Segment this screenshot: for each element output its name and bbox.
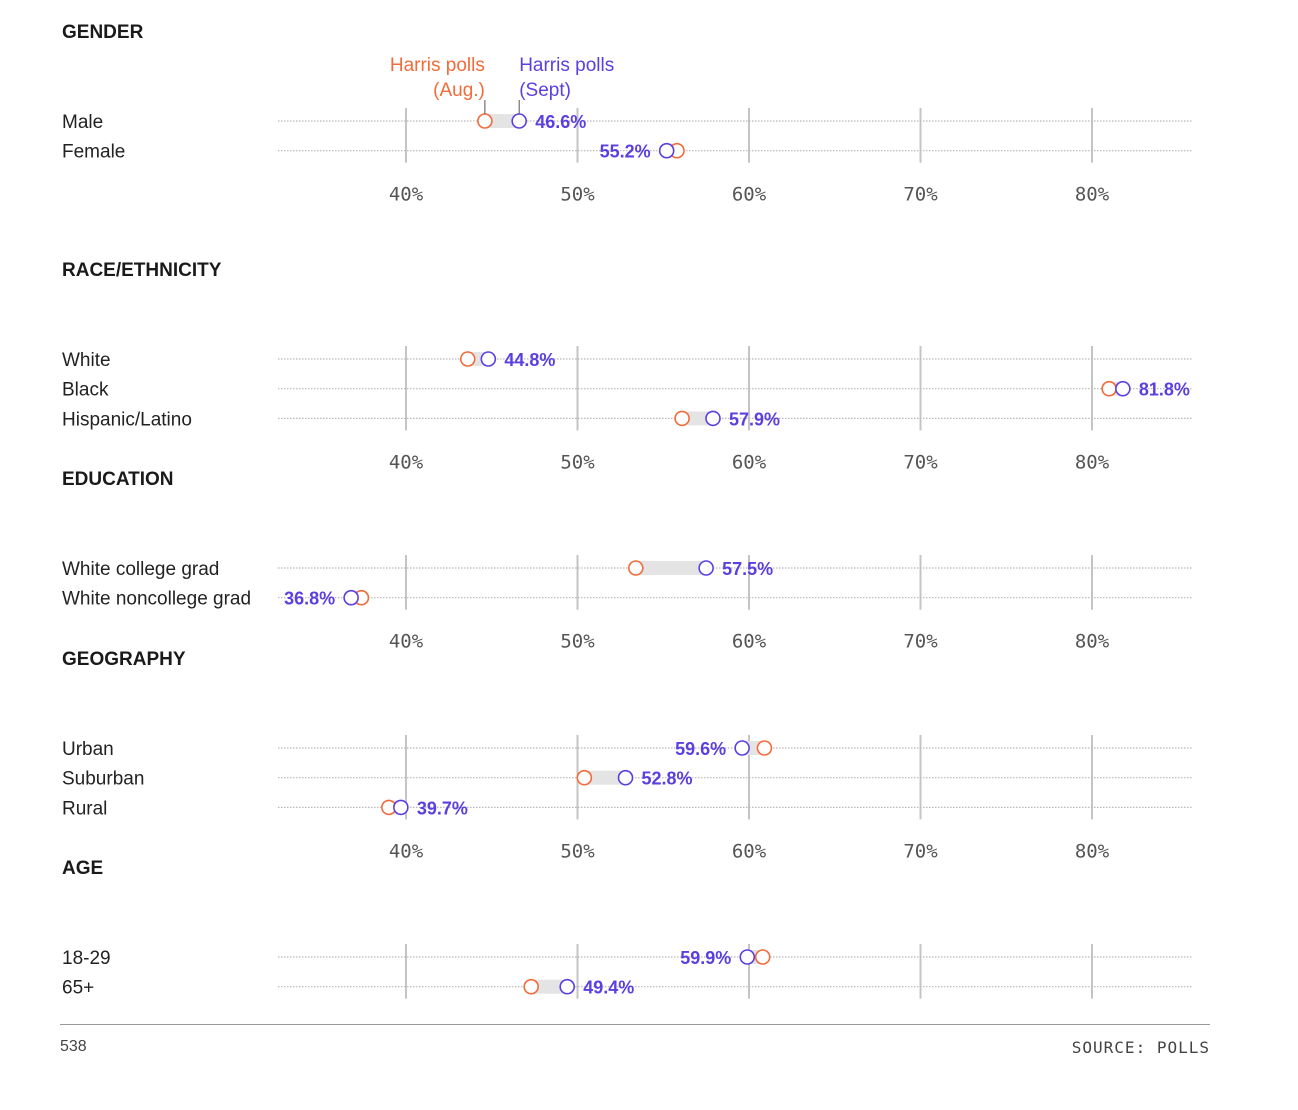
tick-label: 80% — [1075, 840, 1110, 862]
sept-dot — [705, 410, 721, 427]
change-band — [484, 114, 520, 128]
sept-dot — [480, 351, 497, 367]
row-label: Male — [62, 112, 103, 133]
legend-sept-line2: (Sept) — [519, 80, 571, 101]
section-title: EDUCATION — [62, 469, 174, 490]
value-label: 81.8% — [1139, 380, 1190, 400]
legend-sept-line1: Harris polls — [519, 55, 614, 76]
change-band — [531, 979, 568, 994]
sept-dot — [1115, 380, 1131, 397]
tick-label: 50% — [560, 631, 595, 653]
tick-label: 60% — [732, 631, 767, 653]
tick-label: 80% — [1075, 184, 1110, 206]
row-label: Black — [62, 380, 109, 401]
aug-dot — [754, 949, 771, 965]
legend-aug-line1: Harris polls — [390, 55, 485, 76]
aug-dot — [459, 351, 476, 367]
tick-label: 40% — [389, 184, 424, 206]
value-label: 49.4% — [583, 978, 634, 998]
value-label: 44.8% — [504, 350, 555, 370]
sept-dot — [393, 799, 409, 816]
tick-label: 80% — [1075, 631, 1110, 653]
value-label: 52.8% — [642, 769, 693, 789]
tick-label: 60% — [732, 451, 767, 473]
tick-label: 40% — [389, 840, 424, 862]
tick-label: 50% — [560, 184, 595, 206]
row-label: White noncollege grad — [62, 589, 251, 610]
section-title: GEOGRAPHY — [62, 649, 186, 670]
change-band — [682, 411, 713, 426]
legend-aug-line2: (Aug.) — [433, 80, 485, 101]
aug-dot — [628, 560, 644, 576]
sept-dot — [617, 769, 634, 786]
sept-dot — [698, 560, 714, 576]
footer-divider — [60, 1024, 1210, 1025]
row-label: 18-29 — [62, 948, 111, 969]
section-title: RACE/ETHNICITY — [62, 260, 222, 281]
aug-dot — [576, 769, 593, 786]
tick-label: 50% — [560, 840, 595, 862]
footer-brand: 538 — [60, 1038, 87, 1055]
tick-label: 70% — [903, 451, 938, 473]
row-label: Female — [62, 142, 125, 163]
sept-dot — [734, 740, 750, 756]
tick-label: 60% — [732, 840, 767, 862]
value-label: 46.6% — [535, 112, 586, 132]
row-label: Hispanic/Latino — [62, 409, 192, 430]
footer-source: SOURCE: POLLS — [1071, 1038, 1210, 1057]
row-label: White — [62, 350, 111, 371]
row-label: Rural — [62, 798, 107, 819]
aug-dot — [523, 978, 539, 995]
value-label: 36.8% — [284, 589, 335, 609]
row-label: White college grad — [62, 559, 219, 580]
sept-dot — [343, 589, 359, 606]
section-title: GENDER — [62, 22, 144, 43]
tick-label: 50% — [560, 451, 595, 473]
row-label: 65+ — [62, 978, 94, 999]
tick-label: 40% — [389, 631, 424, 653]
value-label: 39.7% — [417, 798, 468, 818]
value-label: 55.2% — [600, 142, 651, 162]
sept-dot — [511, 113, 527, 129]
tick-label: 70% — [903, 184, 938, 206]
value-label: 59.6% — [675, 739, 726, 759]
sept-dot — [739, 949, 756, 965]
change-band — [584, 770, 626, 785]
aug-dot — [674, 410, 690, 427]
dot-plot-chart: GENDER Male 46.6% Female 55.2% 40% 50% 60% 70% 80… — [62, 22, 1192, 1020]
value-label: 59.9% — [680, 948, 731, 968]
aug-dot — [1101, 380, 1117, 397]
tick-label: 40% — [389, 451, 424, 473]
aug-dot — [756, 740, 773, 756]
row-label: Suburban — [62, 769, 144, 790]
tick-label: 70% — [903, 631, 938, 653]
value-label: 57.9% — [729, 409, 780, 429]
sept-dot — [658, 142, 675, 159]
tick-label: 80% — [1075, 451, 1110, 473]
change-band — [635, 561, 707, 575]
value-label: 57.5% — [722, 559, 773, 579]
aug-dot — [477, 113, 493, 129]
row-label: Urban — [62, 739, 114, 760]
sept-dot — [559, 978, 576, 995]
section-title: AGE — [62, 858, 103, 879]
tick-label: 70% — [903, 840, 938, 862]
tick-label: 60% — [732, 184, 767, 206]
